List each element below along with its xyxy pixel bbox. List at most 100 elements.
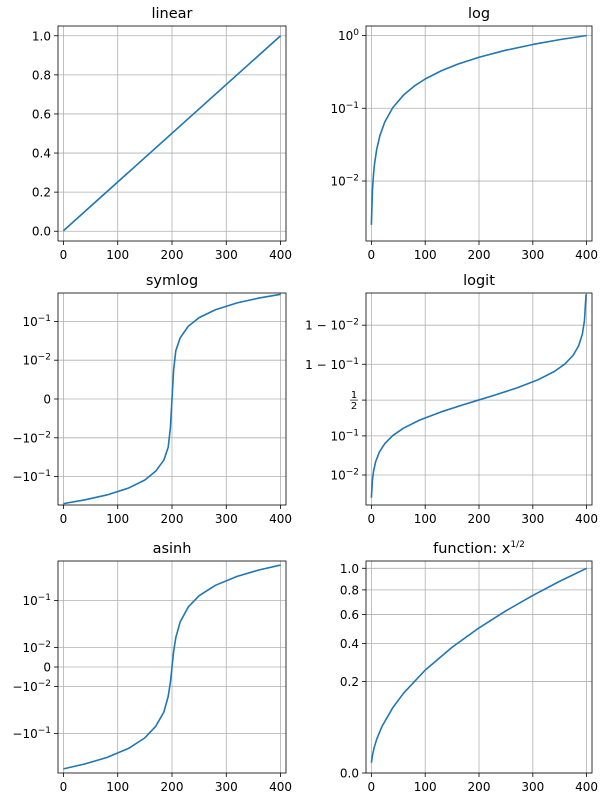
y-tick-label-base: −10	[12, 680, 37, 694]
y-tick-label-base: −10	[12, 727, 37, 741]
x-tick-label: 100	[106, 512, 129, 526]
y-tick-label: 1 − 10−1	[305, 357, 359, 372]
y-tick-label: 0.4	[340, 637, 359, 651]
x-tick-label: 200	[468, 248, 491, 262]
y-tick-label: 100	[338, 28, 359, 43]
y-tick-label: 0.2	[32, 186, 51, 200]
y-tick-label-base: 10	[330, 468, 345, 482]
y-tick-label-exponent: −1	[346, 357, 359, 367]
subplot-title-exponent: 1/2	[510, 540, 524, 550]
x-tick-label: 400	[269, 248, 292, 262]
y-tick-label: 10−2	[330, 467, 359, 482]
x-tick-label: 0	[368, 512, 376, 526]
y-tick-label-base: 10	[330, 175, 345, 189]
y-tick-label: 0.4	[32, 147, 51, 161]
data-line	[63, 293, 281, 505]
data-line	[370, 294, 587, 498]
x-tick-label: 100	[414, 512, 437, 526]
x-tick-label: 200	[468, 512, 491, 526]
subplot-1: 0 100 200 300 400 0.0 0.2 0.4 0.6 0.8 1.0 linear	[32, 6, 292, 262]
y-tick-label: 0.6	[32, 107, 51, 121]
x-tick-label: 100	[414, 780, 437, 794]
x-tick-label: 400	[575, 780, 598, 794]
x-tick-label: 100	[106, 780, 129, 794]
subplot-title: log	[468, 6, 490, 22]
y-tick-label-base: −10	[12, 470, 37, 484]
y-tick-label: 0.0	[32, 225, 51, 239]
y-tick-label-exponent: −1	[346, 428, 359, 438]
y-tick-label: 1.0	[340, 562, 359, 576]
y-tick-label-numerator: 1	[351, 390, 357, 401]
y-tick-label: 10−2	[22, 640, 51, 655]
x-tick-label: 300	[215, 512, 238, 526]
x-tick-label: 300	[521, 780, 544, 794]
y-tick-label-base: 10	[22, 594, 37, 608]
x-tick-label: 300	[521, 248, 544, 262]
y-tick-label-base: 1 − 10	[305, 319, 346, 333]
y-tick-label-exponent: −1	[346, 101, 359, 111]
subplot-title: logit	[463, 273, 495, 289]
subplot-title: function: x1/2	[433, 540, 525, 557]
x-tick-label: 0	[60, 248, 68, 262]
y-tick-label-exponent: −2	[346, 174, 359, 184]
y-tick-label-exponent: −2	[38, 353, 51, 363]
y-tick-label: −10−1	[12, 469, 51, 484]
y-tick-label-exponent: −2	[38, 640, 51, 650]
y-tick-label: 0	[43, 661, 51, 675]
x-tick-label: 400	[269, 512, 292, 526]
data-line	[63, 564, 281, 770]
y-tick-label-base: 10	[22, 641, 37, 655]
y-tick-label: 1.0	[32, 29, 51, 43]
x-tick-label: 100	[414, 248, 437, 262]
subplot-title-text: log	[468, 6, 490, 22]
y-tick-label-base: 10	[22, 315, 37, 329]
data-line	[62, 35, 282, 232]
y-tick-label: 10−2	[330, 174, 359, 189]
y-tick-label: −10−2	[12, 679, 51, 694]
y-tick-label: 10−1	[22, 593, 51, 608]
data-line	[370, 567, 587, 763]
subplot-title-text: linear	[151, 6, 192, 22]
y-tick-label: −10−1	[12, 726, 51, 741]
x-tick-label: 0	[368, 248, 376, 262]
subplot-title: asinh	[153, 541, 192, 557]
y-tick-label: 10−2	[22, 353, 51, 368]
y-tick-label: 10−1	[22, 314, 51, 329]
y-tick-label-base: −10	[12, 431, 37, 445]
y-tick-label: 0.2	[340, 675, 359, 689]
y-tick-label: 10−1	[330, 428, 359, 443]
y-tick-label-exponent: −1	[38, 314, 51, 324]
y-tick-label-base: 1 − 10	[305, 358, 346, 372]
x-tick-label: 200	[161, 248, 184, 262]
x-tick-label: 400	[575, 248, 598, 262]
x-tick-label: 0	[368, 780, 376, 794]
x-tick-label: 200	[161, 780, 184, 794]
subplot-title: symlog	[146, 273, 198, 289]
y-tick-label-base: 10	[22, 354, 37, 368]
y-tick-label-exponent: 0	[353, 28, 359, 38]
x-tick-label: 0	[60, 780, 68, 794]
y-tick-label: 0.6	[340, 608, 359, 622]
y-tick-label-exponent: −2	[38, 679, 51, 689]
y-tick-label: 0	[43, 393, 51, 407]
y-tick-label-base: 10	[330, 102, 345, 116]
y-tick-label-exponent: −2	[346, 467, 359, 477]
x-tick-label: 200	[468, 780, 491, 794]
y-tick-label: −10−2	[12, 430, 51, 445]
subplot-6: 0 100 200 300 400 0.0 0.2 0.4 0.6 0.8 1.0 function:…	[340, 540, 598, 794]
y-tick-label: 0.8	[340, 583, 359, 597]
y-tick-label-exponent: −1	[38, 469, 51, 479]
y-tick-label-exponent: −1	[38, 726, 51, 736]
subplot-title-text: function: x	[433, 541, 511, 557]
y-tick-label: 0.8	[32, 68, 51, 82]
y-tick-label-exponent: −2	[346, 318, 359, 328]
x-tick-label: 100	[106, 248, 129, 262]
x-tick-label: 400	[575, 512, 598, 526]
data-line	[370, 34, 587, 225]
subplot-title-text: symlog	[146, 273, 198, 289]
